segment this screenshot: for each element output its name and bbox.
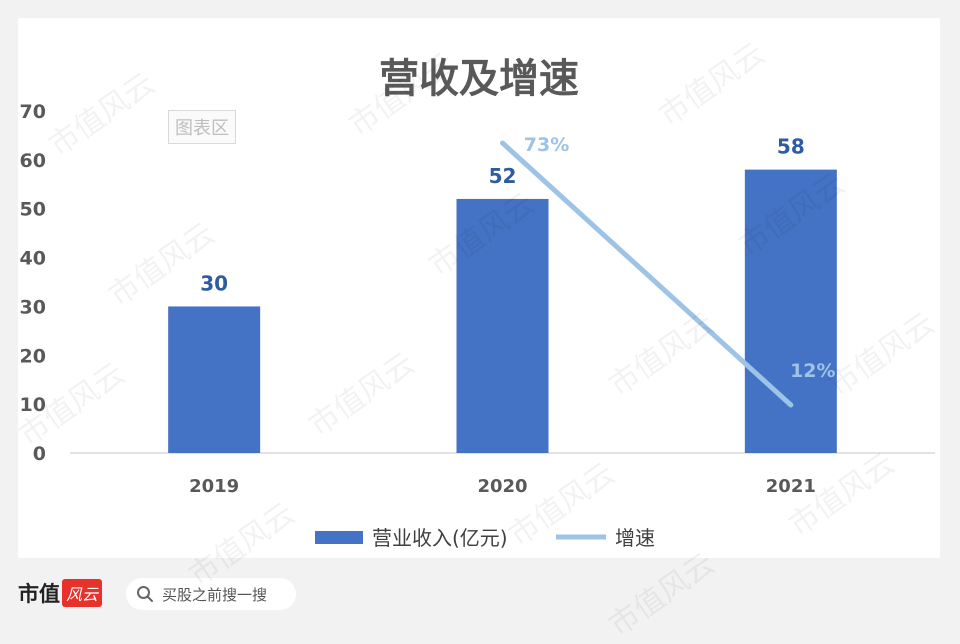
y-tick-label: 30 [20,296,46,318]
search-placeholder: 买股之前搜一搜 [162,585,268,604]
y-tick-label: 50 [20,199,46,221]
bar-data-label: 58 [777,135,805,159]
line-series [500,140,794,408]
y-tick-label: 0 [33,443,46,465]
y-tick-label: 10 [20,394,46,416]
bar [168,306,261,453]
chart-svg: 0 10 20 30 40 50 60 70 30 52 58 2019 2020 2021 73% 12% 营… [20,101,935,550]
line-data-label: 12% [790,360,835,382]
legend-label-bar: 营业收入(亿元) [372,526,508,550]
bar [744,169,837,453]
brand-text: 市值 [18,581,60,606]
brand-logo[interactable]: 市值 风云 [18,578,103,608]
brand-script: 风云 [62,579,103,607]
y-tick-label: 20 [20,345,46,367]
bar-data-label: 30 [200,271,228,295]
y-tick-label: 40 [20,248,46,270]
bar-data-label: 52 [489,164,517,188]
x-tick-label: 2021 [766,476,816,497]
chart-title: 营收及增速 [379,56,579,102]
x-tick-label: 2020 [477,476,527,497]
y-tick-label: 60 [20,150,46,172]
line-data-label: 73% [524,134,569,156]
footer: 市值 风云 买股之前搜一搜 [0,568,960,618]
chart-area-tag: 图表区 [168,110,236,144]
bar [456,198,549,453]
legend-label-line: 增速 [615,526,655,550]
y-tick-label: 70 [20,101,46,123]
x-tick-label: 2019 [189,476,239,497]
search-box[interactable]: 买股之前搜一搜 [126,578,296,610]
legend-swatch-bar [315,531,363,544]
search-icon [137,586,153,602]
